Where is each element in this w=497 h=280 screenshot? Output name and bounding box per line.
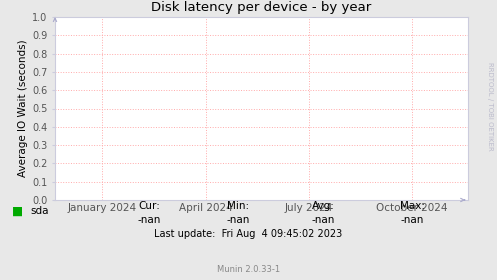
Text: Max:: Max: xyxy=(400,201,425,211)
Text: RRDTOOL / TOBI OETIKER: RRDTOOL / TOBI OETIKER xyxy=(487,62,493,151)
Text: Munin 2.0.33-1: Munin 2.0.33-1 xyxy=(217,265,280,274)
Text: Last update:  Fri Aug  4 09:45:02 2023: Last update: Fri Aug 4 09:45:02 2023 xyxy=(155,229,342,239)
Y-axis label: Average IO Wait (seconds): Average IO Wait (seconds) xyxy=(18,40,28,177)
Text: Cur:: Cur: xyxy=(138,201,160,211)
Text: sda: sda xyxy=(31,206,49,216)
Text: -nan: -nan xyxy=(227,215,250,225)
Text: -nan: -nan xyxy=(311,215,335,225)
Text: Min:: Min: xyxy=(228,201,249,211)
Text: -nan: -nan xyxy=(401,215,424,225)
Title: Disk latency per device - by year: Disk latency per device - by year xyxy=(152,1,372,15)
Text: ■: ■ xyxy=(12,205,23,218)
Text: -nan: -nan xyxy=(137,215,161,225)
Text: Avg:: Avg: xyxy=(312,201,334,211)
